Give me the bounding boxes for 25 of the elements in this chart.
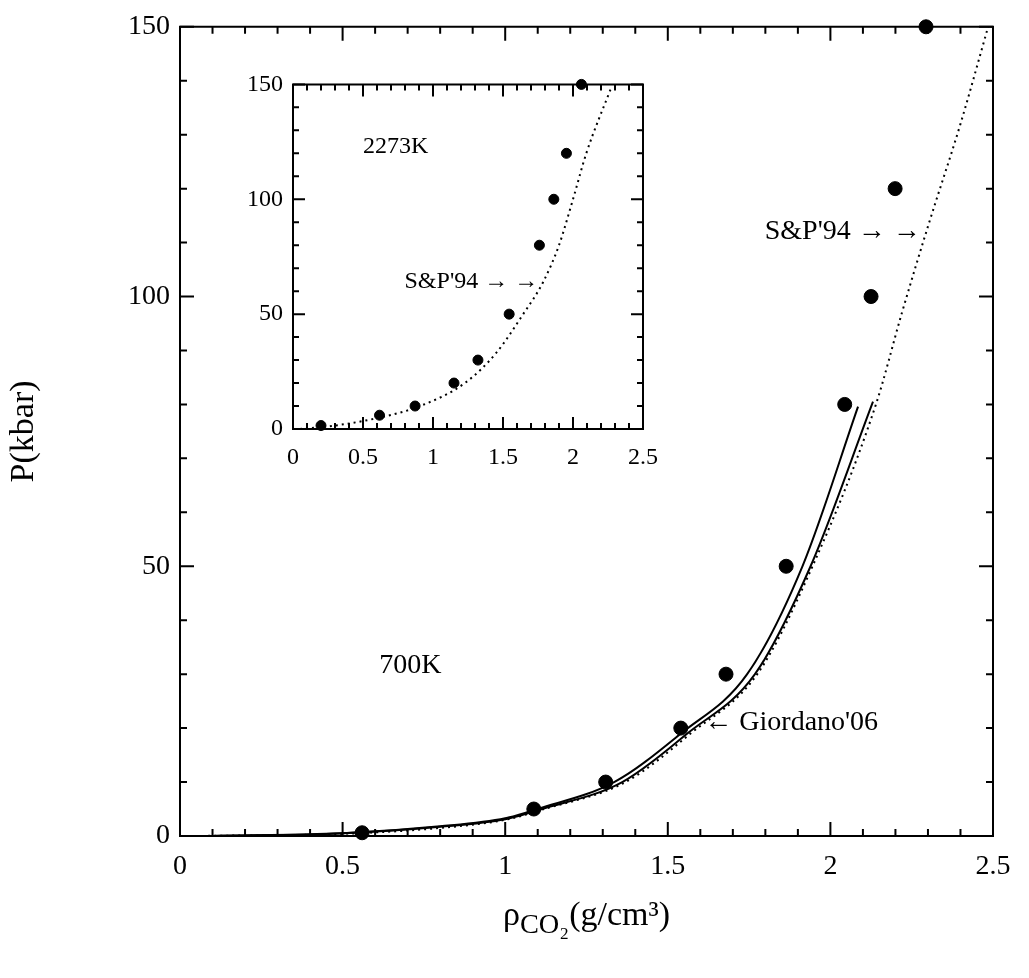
annotation: ← Giordano'06 bbox=[704, 705, 879, 737]
y-tick-label: 150 bbox=[128, 9, 170, 41]
y-tick-label: 50 bbox=[142, 548, 170, 580]
annotation: 2273K bbox=[363, 131, 429, 158]
y-tick-label: 0 bbox=[156, 818, 170, 850]
x-tick-label: 2.5 bbox=[975, 849, 1011, 881]
x-tick-label: 1.5 bbox=[488, 442, 518, 469]
x-tick-label: 2 bbox=[823, 849, 838, 881]
x-tick-label: 1 bbox=[427, 442, 439, 469]
x-axis-title: ρ$_{CO₂}$(g/cm³) bbox=[502, 895, 671, 940]
y-tick-label: 100 bbox=[128, 278, 170, 310]
x-tick-label: 1 bbox=[498, 849, 513, 881]
y-tick-label: 0 bbox=[271, 414, 283, 441]
y-tick-label: 50 bbox=[259, 299, 283, 326]
y-axis-title: P(kbar) bbox=[3, 380, 42, 483]
x-tick-label: 2 bbox=[567, 442, 579, 469]
x-tick-label: 2.5 bbox=[628, 442, 658, 469]
y-tick-label: 100 bbox=[247, 184, 283, 211]
x-tick-label: 1.5 bbox=[650, 849, 686, 881]
annotation: 700K bbox=[379, 648, 442, 680]
annotation: S&P'94 → → bbox=[404, 267, 539, 294]
x-tick-label: 0.5 bbox=[325, 849, 361, 881]
annotation: S&P'94 → → bbox=[764, 214, 921, 246]
y-tick-label: 150 bbox=[247, 69, 283, 96]
x-tick-label: 0.5 bbox=[348, 442, 378, 469]
